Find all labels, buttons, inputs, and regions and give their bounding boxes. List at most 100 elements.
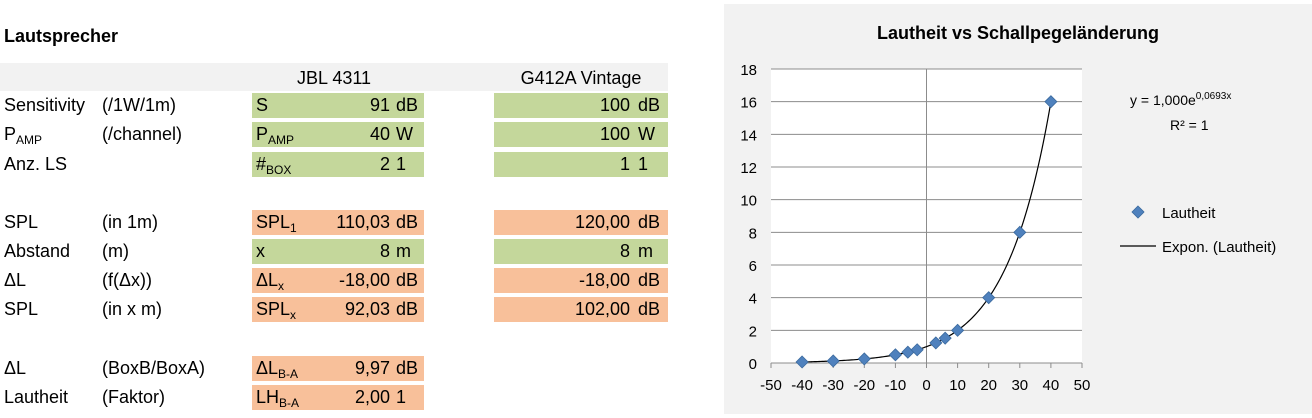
value-b[interactable]: 100 (599, 124, 630, 144)
row-label[interactable]: SPL (4, 210, 38, 234)
row-unit[interactable]: (m) (102, 241, 129, 261)
row-symbol-sub: B-A (279, 396, 300, 410)
row-label[interactable]: SPL (4, 297, 38, 321)
row-symbol-sub: 1 (290, 221, 297, 235)
unit-a[interactable]: dB (396, 299, 419, 319)
col-header-jbl[interactable]: JBL 4311 (296, 68, 372, 88)
row-unit[interactable]: (Faktor) (102, 387, 165, 407)
row-unit[interactable]: (BoxB/BoxA) (102, 358, 206, 378)
y-tick-label: 2 (749, 323, 757, 340)
chart-area[interactable]: Lautheit vs Schallpegeländerung 0 2 4 6 8 10 12… (724, 4, 1312, 414)
cell-bg-a (252, 210, 424, 235)
value-b[interactable]: 102,00 (574, 299, 630, 319)
data-point (938, 331, 952, 345)
data-point (888, 348, 902, 362)
row-label[interactable]: Sensitivity (4, 93, 85, 117)
unit-a[interactable]: 1 (396, 387, 407, 407)
y-tick-label: 10 (740, 193, 757, 210)
unit-a[interactable]: dB (396, 270, 419, 290)
cell-bg-b (494, 210, 668, 235)
x-tick-label: -40 (791, 377, 813, 394)
unit-b[interactable]: dB (638, 212, 661, 232)
unit-a[interactable]: dB (396, 358, 419, 378)
value-a[interactable]: 2 (379, 154, 390, 174)
cell-bg-b (494, 239, 668, 264)
value-b[interactable]: 120,00 (574, 212, 630, 232)
cell-bg-b (494, 268, 668, 293)
value-b[interactable]: 1 (619, 154, 630, 174)
cell-bg-b (494, 122, 668, 147)
data-point (795, 355, 809, 369)
row-label[interactable]: Lautheit (4, 385, 68, 409)
value-a[interactable]: 110,03 (336, 212, 390, 232)
row-unit[interactable]: (f(Δx)) (102, 270, 153, 290)
row-label[interactable]: ΔL (4, 268, 26, 292)
row-label-text: ΔL (4, 358, 27, 378)
value-a[interactable]: 40 (369, 124, 390, 144)
value-a[interactable]: 2,00 (354, 387, 390, 407)
row-unit[interactable]: (in x m) (102, 299, 162, 319)
value-b[interactable]: 100 (599, 95, 630, 115)
row-label-sub: AMP (16, 133, 43, 147)
y-tick-label: 8 (749, 225, 757, 242)
x-tick-label: 10 (949, 377, 966, 394)
row-label[interactable]: ΔL (4, 356, 26, 380)
unit-b[interactable]: dB (638, 95, 661, 115)
row-symbol[interactable]: PAMP (256, 122, 294, 146)
row-symbol[interactable]: SPLx (256, 297, 296, 321)
unit-b[interactable]: dB (638, 299, 661, 319)
scatter-chart: Lautheit vs Schallpegeländerung 0 2 4 6 8 10 12… (740, 23, 1276, 394)
row-label-text: Anz. LS (4, 154, 68, 174)
row-symbol-text: S (256, 95, 269, 115)
value-a[interactable]: -18,00 (338, 270, 390, 290)
col-header-g412a[interactable]: G412A Vintage (520, 68, 642, 88)
row-label-text: Abstand (4, 241, 71, 261)
unit-b[interactable]: W (638, 124, 655, 144)
value-b[interactable]: -18,00 (578, 270, 630, 290)
row-label[interactable]: Abstand (4, 239, 70, 263)
x-tick-label: -10 (885, 377, 907, 394)
unit-b[interactable]: dB (638, 270, 661, 290)
value-a[interactable]: 8 (379, 241, 390, 261)
value-b[interactable]: 8 (619, 241, 630, 261)
x-tick-label: 20 (980, 377, 997, 394)
cell-bg-a (252, 385, 424, 410)
row-unit[interactable]: (/channel) (102, 124, 183, 144)
row-symbol[interactable]: x (256, 239, 265, 263)
row-unit[interactable]: (in 1m) (102, 212, 159, 232)
y-tick-label: 12 (740, 160, 757, 177)
row-symbol[interactable]: SPL1 (256, 210, 297, 234)
row-symbol-sub: x (290, 308, 297, 322)
data-point (951, 323, 965, 337)
unit-a[interactable]: m (396, 241, 411, 261)
unit-a[interactable]: dB (396, 95, 419, 115)
cell-bg-b (494, 152, 668, 177)
legend-marker-lautheit (1131, 205, 1145, 219)
row-label[interactable]: PAMP (4, 122, 42, 146)
row-symbol[interactable]: S (256, 93, 268, 117)
unit-b[interactable]: m (638, 241, 653, 261)
trendline-equation: y = 1,000e0,0693x (1130, 91, 1231, 108)
unit-a[interactable]: 1 (396, 154, 407, 174)
x-tick-label: 40 (1043, 377, 1060, 394)
x-tick-label: 50 (1074, 377, 1091, 394)
y-tick-label: 4 (749, 291, 757, 308)
cell-bg-a (252, 356, 424, 381)
y-tick-label: 16 (740, 95, 757, 112)
row-symbol[interactable]: LHB-A (256, 385, 299, 409)
value-a[interactable]: 91 (369, 95, 390, 115)
row-symbol-sub: B-A (278, 367, 299, 381)
value-a[interactable]: 92,03 (344, 299, 390, 319)
row-symbol[interactable]: ΔLx (256, 268, 284, 292)
row-symbol[interactable]: ΔLB-A (256, 356, 298, 380)
row-symbol-text: ΔL (256, 358, 279, 378)
row-label[interactable]: Anz. LS (4, 152, 67, 176)
unit-b[interactable]: 1 (638, 154, 649, 174)
row-symbol[interactable]: #BOX (256, 152, 291, 176)
unit-a[interactable]: dB (396, 212, 419, 232)
y-tick-label: 6 (749, 258, 757, 275)
value-a[interactable]: 9,97 (354, 358, 390, 378)
row-symbol-sub: BOX (266, 163, 292, 177)
unit-a[interactable]: W (396, 124, 413, 144)
row-unit[interactable]: (/1W/1m) (102, 95, 176, 115)
